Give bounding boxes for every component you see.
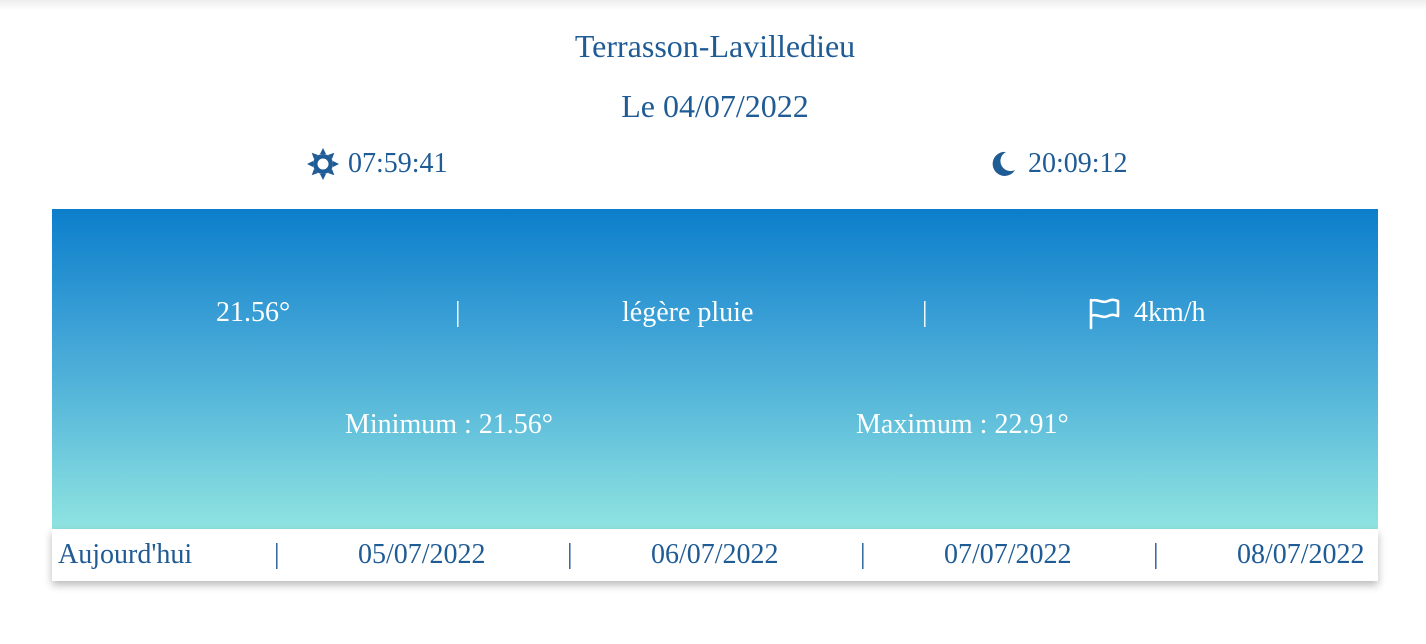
day-tab-2[interactable]: 06/07/2022: [651, 539, 779, 570]
sun-icon: [306, 147, 340, 181]
day-tab-3[interactable]: 07/07/2022: [944, 539, 1072, 570]
wind-speed: 4km/h: [1134, 297, 1206, 328]
sunset-time: 20:09:12: [1028, 148, 1128, 179]
day-tab-1[interactable]: 05/07/2022: [358, 539, 486, 570]
day-separator: |: [1153, 539, 1159, 570]
day-tab-4[interactable]: 08/07/2022: [1237, 539, 1365, 570]
current-date: Le 04/07/2022: [621, 88, 809, 124]
separator: |: [922, 297, 928, 328]
separator: |: [455, 297, 461, 328]
sunrise: 07:59:41: [306, 146, 448, 182]
day-separator: |: [860, 539, 866, 570]
city-name: Terrasson-Lavilledieu: [574, 28, 856, 64]
sunrise-time: 07:59:41: [348, 148, 448, 179]
weather-panel: 21.56° | légère pluie | 4km/h Minimum : …: [52, 209, 1378, 529]
moon-icon: [986, 147, 1020, 181]
flag-icon: [1086, 295, 1122, 331]
day-tab-today[interactable]: Aujourd'hui: [58, 539, 193, 570]
wind-info: 4km/h: [1086, 295, 1206, 331]
day-separator: |: [274, 539, 280, 570]
day-separator: |: [567, 539, 573, 570]
sunset: 20:09:12: [986, 146, 1128, 182]
current-temperature: 21.56°: [216, 297, 291, 328]
top-shadow: [0, 0, 1426, 10]
temperature-minimum: Minimum : 21.56°: [345, 409, 553, 440]
forecast-day-tabs: Aujourd'hui | 05/07/2022 | 06/07/2022 | …: [52, 529, 1378, 581]
temperature-maximum: Maximum : 22.91°: [856, 409, 1069, 440]
weather-condition: légère pluie: [622, 297, 754, 328]
